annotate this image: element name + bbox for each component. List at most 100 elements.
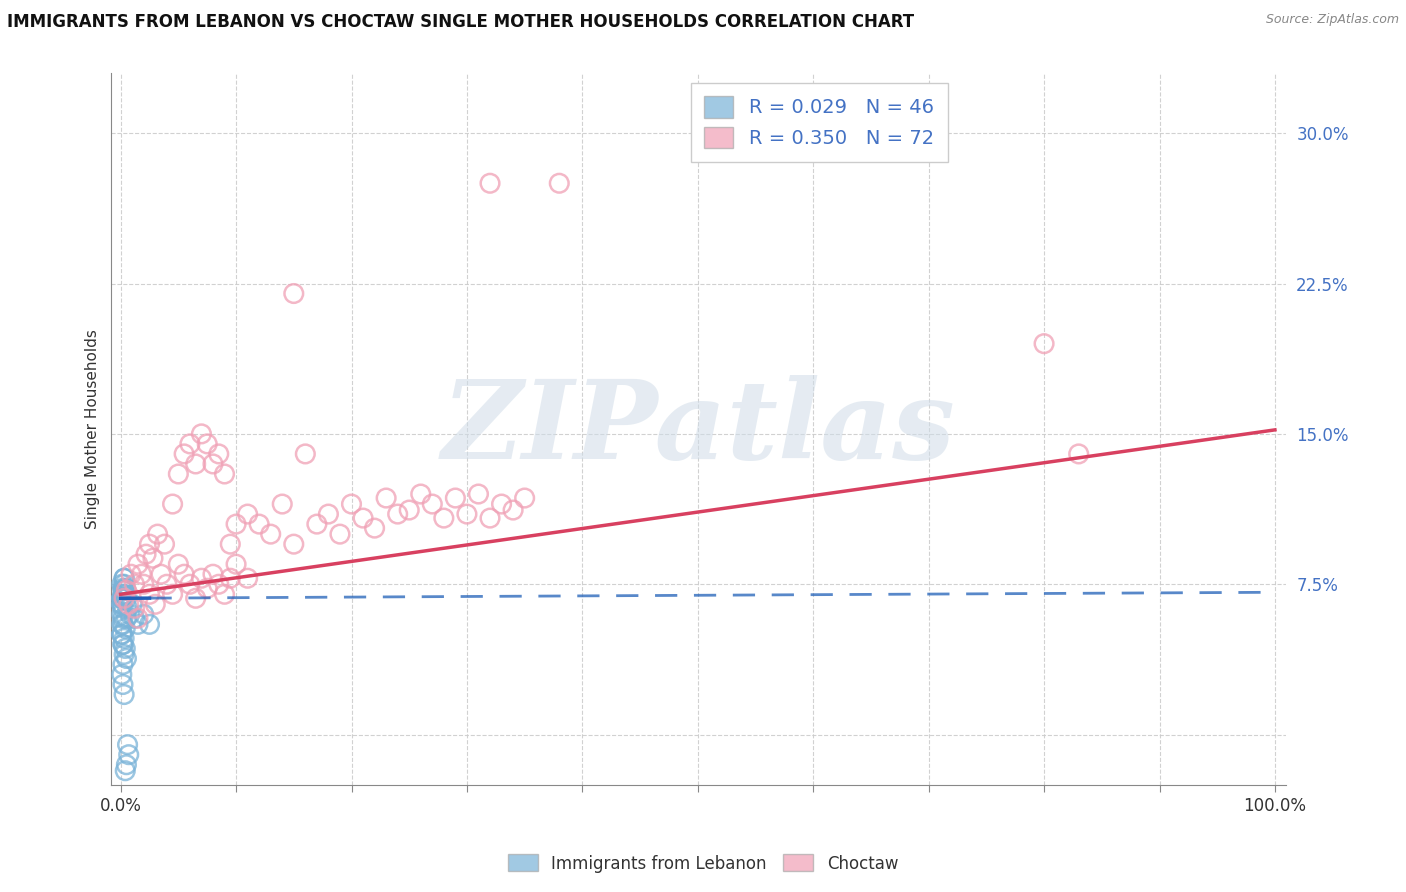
Point <box>111 667 134 681</box>
Point <box>112 571 135 585</box>
Point <box>111 617 134 632</box>
Point <box>146 527 169 541</box>
Point <box>112 648 135 662</box>
Point <box>184 591 207 606</box>
Point <box>190 426 212 441</box>
Point <box>112 577 135 591</box>
Point <box>305 517 328 532</box>
Point <box>111 637 134 651</box>
Point <box>162 587 184 601</box>
Point <box>167 558 190 572</box>
Point <box>219 571 242 585</box>
Point <box>112 583 135 598</box>
Point <box>247 517 270 532</box>
Point <box>111 637 134 651</box>
Point <box>173 567 195 582</box>
Point <box>111 601 134 615</box>
Point <box>114 641 136 656</box>
Point <box>115 611 138 625</box>
Point <box>111 611 134 625</box>
Point <box>111 657 134 672</box>
Point <box>214 587 236 601</box>
Point <box>111 591 134 606</box>
Point <box>111 583 134 598</box>
Point <box>127 617 149 632</box>
Point <box>329 527 352 541</box>
Point <box>225 517 247 532</box>
Point <box>352 511 374 525</box>
Point <box>208 577 231 591</box>
Point <box>179 577 201 591</box>
Point <box>112 688 135 702</box>
Point <box>114 764 136 778</box>
Legend: Immigrants from Lebanon, Choctaw: Immigrants from Lebanon, Choctaw <box>501 847 905 880</box>
Point <box>156 577 179 591</box>
Point <box>138 537 160 551</box>
Point <box>179 437 201 451</box>
Point <box>114 621 136 635</box>
Point <box>208 447 231 461</box>
Point <box>340 497 363 511</box>
Point <box>138 587 160 601</box>
Point <box>219 537 242 551</box>
Point <box>190 571 212 585</box>
Point <box>398 503 420 517</box>
Point <box>479 176 502 190</box>
Point <box>138 617 160 632</box>
Point <box>114 581 136 595</box>
Point <box>118 597 141 611</box>
Point <box>127 611 149 625</box>
Point <box>115 757 138 772</box>
Point <box>479 511 502 525</box>
Point <box>283 537 305 551</box>
Text: Source: ZipAtlas.com: Source: ZipAtlas.com <box>1265 13 1399 27</box>
Point <box>118 747 141 762</box>
Point <box>236 507 259 521</box>
Point <box>112 587 135 601</box>
Point <box>131 567 153 582</box>
Legend: R = 0.029   N = 46, R = 0.350   N = 72: R = 0.029 N = 46, R = 0.350 N = 72 <box>690 83 948 162</box>
Point <box>491 497 513 511</box>
Point <box>120 567 142 582</box>
Point <box>1033 336 1056 351</box>
Point <box>444 491 467 505</box>
Point <box>117 601 139 615</box>
Point <box>271 497 294 511</box>
Point <box>111 627 134 641</box>
Text: ZIPatlas: ZIPatlas <box>441 376 956 483</box>
Point <box>294 447 316 461</box>
Point <box>283 286 305 301</box>
Point <box>143 597 166 611</box>
Point <box>150 567 173 582</box>
Point <box>132 577 155 591</box>
Point <box>132 607 155 622</box>
Point <box>111 587 134 601</box>
Point <box>153 537 176 551</box>
Point <box>363 521 385 535</box>
Point <box>260 527 283 541</box>
Point <box>111 591 134 606</box>
Point <box>318 507 340 521</box>
Point <box>184 457 207 471</box>
Y-axis label: Single Mother Households: Single Mother Households <box>86 329 100 529</box>
Point <box>111 617 134 632</box>
Point <box>513 491 536 505</box>
Point <box>1067 447 1090 461</box>
Point <box>111 607 134 622</box>
Point <box>111 597 134 611</box>
Point <box>111 577 134 591</box>
Point <box>111 627 134 641</box>
Point <box>467 487 489 501</box>
Point <box>420 497 443 511</box>
Point <box>135 547 157 561</box>
Point <box>433 511 456 525</box>
Point <box>387 507 409 521</box>
Point <box>112 632 135 646</box>
Text: IMMIGRANTS FROM LEBANON VS CHOCTAW SINGLE MOTHER HOUSEHOLDS CORRELATION CHART: IMMIGRANTS FROM LEBANON VS CHOCTAW SINGL… <box>7 13 914 31</box>
Point <box>115 583 138 598</box>
Point <box>548 176 571 190</box>
Point <box>112 591 135 606</box>
Point <box>118 607 141 622</box>
Point <box>111 597 134 611</box>
Point <box>167 467 190 481</box>
